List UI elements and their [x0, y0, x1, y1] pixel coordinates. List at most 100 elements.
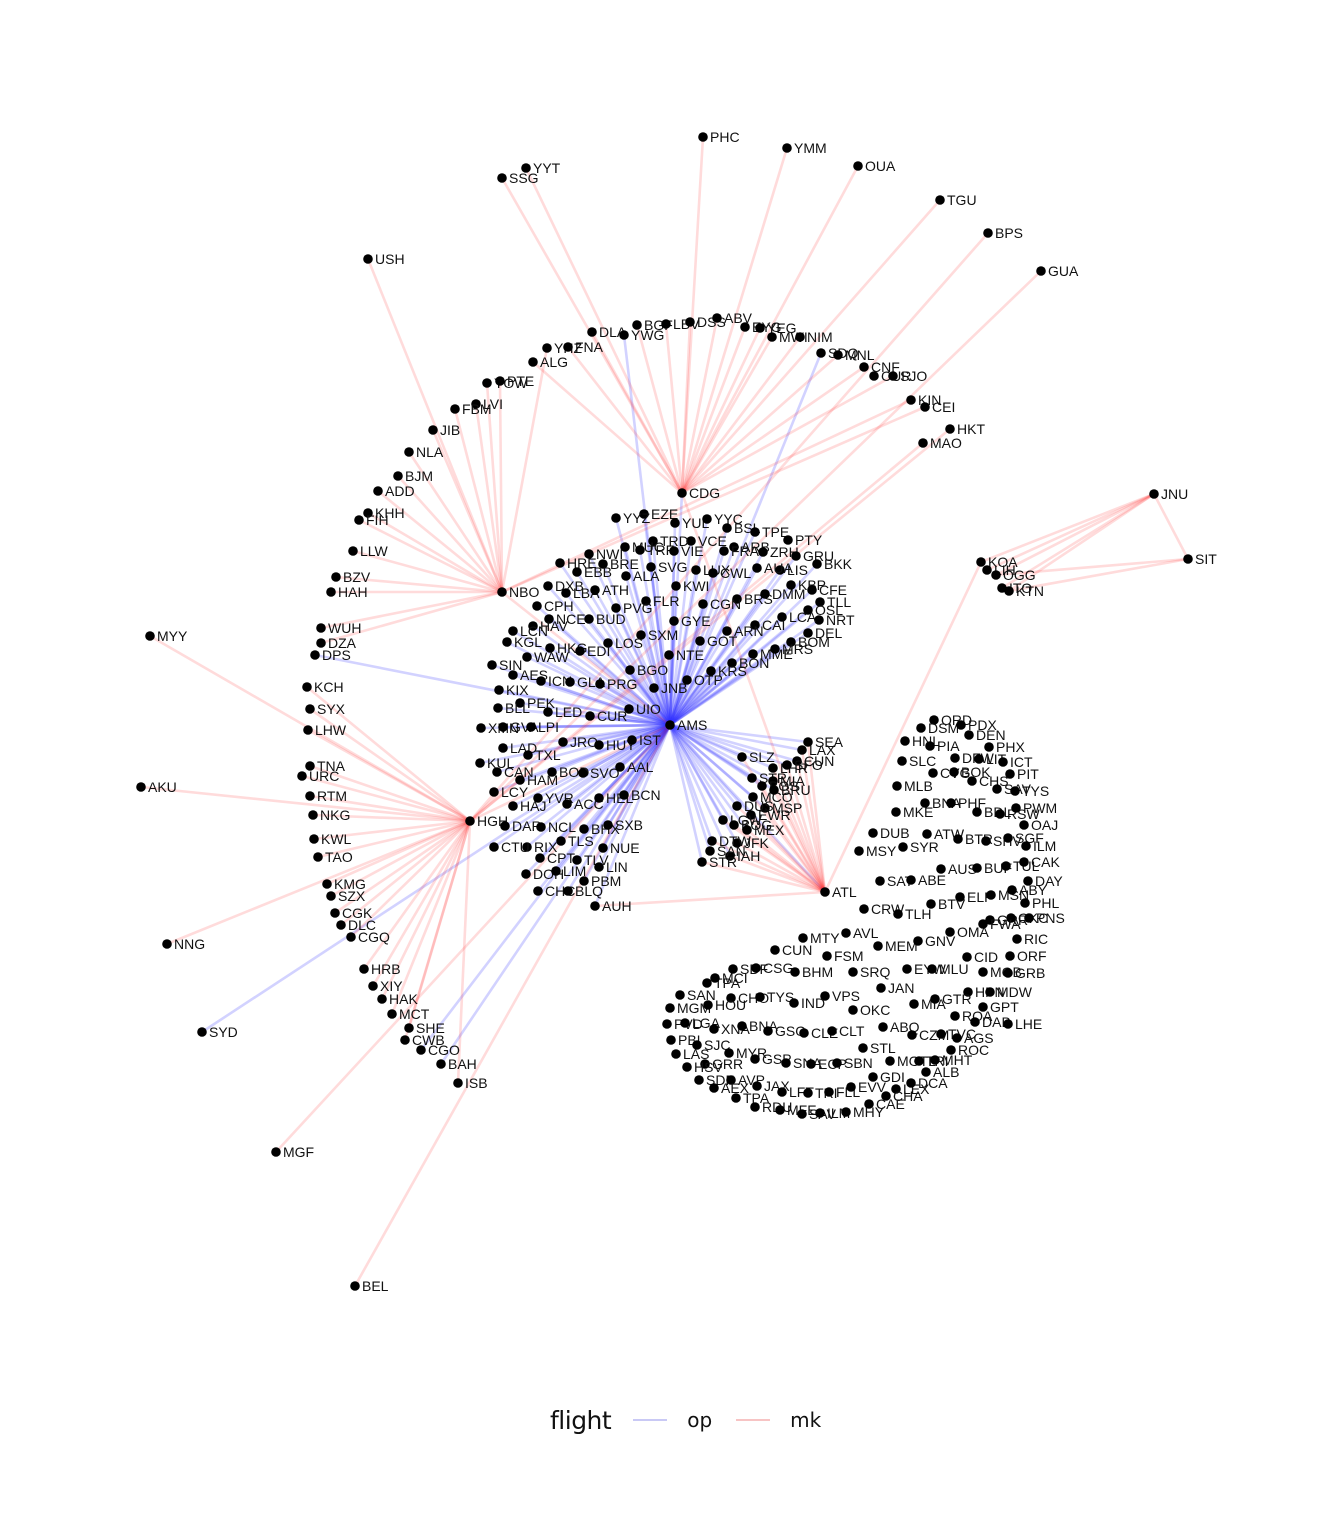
node-label-del: DEL	[815, 625, 842, 641]
node-label-cwl: CWL	[720, 565, 751, 581]
node-dot-mco	[748, 792, 758, 802]
node-label-fna: FNA	[575, 339, 604, 355]
node-mrs: MRS	[770, 641, 813, 657]
node-syd: SYD	[197, 1024, 238, 1040]
edge-op-ams-pbm	[582, 723, 672, 883]
node-dot-slz	[737, 752, 747, 762]
node-dot-mgtl	[885, 1056, 895, 1066]
node-label-jfk: JFK	[744, 835, 770, 851]
node-label-hre: HRE	[567, 555, 597, 571]
node-dot-cak	[1019, 857, 1029, 867]
node-dot-gsp	[750, 1054, 760, 1064]
edge-op-ams-lim	[554, 723, 672, 873]
edge-op-ams-nwi	[587, 552, 672, 727]
node-dot-eze	[639, 509, 649, 519]
node-dot-cae	[864, 1099, 874, 1109]
node-syr: SYR	[898, 839, 939, 855]
node-dot-lft	[777, 1087, 787, 1097]
edge-op-ams-lax	[668, 723, 804, 752]
node-dot-rtm	[305, 791, 315, 801]
node-label-den: DEN	[976, 727, 1006, 743]
node-lhe: LHE	[1003, 1016, 1042, 1032]
node-ymm: YMM	[782, 140, 827, 156]
node-nng: NNG	[162, 936, 205, 952]
edge-layer	[139, 135, 1190, 1288]
node-hre: HRE	[555, 555, 597, 571]
node-label-sat: SAT	[887, 873, 914, 889]
edge-op-ams-huy	[597, 723, 672, 747]
node-dmm: DMM	[760, 586, 805, 602]
node-dot-dsm	[916, 723, 926, 733]
node-dot-bre	[598, 559, 608, 569]
node-dot-grr	[700, 1059, 710, 1069]
node-mgm: MGM	[665, 1000, 711, 1016]
node-urc: URC	[297, 768, 339, 784]
node-dot-hsv	[682, 1062, 692, 1072]
edge-mk-nbo-pte	[498, 379, 504, 594]
node-dot-sjo	[888, 371, 898, 381]
node-dot-pek	[515, 698, 525, 708]
edge-op-ams-dus	[668, 723, 739, 808]
node-bok: BOK	[949, 764, 991, 780]
node-label-abe: ABE	[918, 872, 946, 888]
node-dot-mrs	[770, 644, 780, 654]
node-dot-cgo	[416, 1045, 426, 1055]
node-dot-hel	[594, 793, 604, 803]
node-yyc: YYC	[702, 511, 743, 527]
node-koa: KOA	[976, 554, 1018, 570]
node-dot-kmg	[322, 879, 332, 889]
node-dot-myy	[145, 631, 155, 641]
node-label-mex: MEX	[754, 822, 785, 838]
node-dot-cwl	[708, 568, 718, 578]
node-label-lvi: LVI	[483, 396, 503, 412]
node-dot-cgk	[330, 908, 340, 918]
node-dot-dab	[970, 1017, 980, 1027]
node-dot-lis	[775, 565, 785, 575]
node-cur: CUR	[585, 708, 627, 724]
node-dot-mex	[742, 825, 752, 835]
node-dot-syd	[197, 1027, 207, 1037]
node-dot-vie	[669, 546, 679, 556]
node-tys2: TYS	[1010, 783, 1049, 799]
node-label-tgu: TGU	[947, 192, 977, 208]
node-svg: SVG	[646, 559, 688, 575]
node-label-cur: CUR	[597, 708, 627, 724]
node-dot-evv	[846, 1082, 856, 1092]
node-dot-haj	[508, 801, 518, 811]
node-dot-pdx	[956, 720, 966, 730]
node-dot-bcn	[619, 790, 629, 800]
node-lax: LAX	[797, 742, 836, 758]
node-dot-arb	[729, 542, 739, 552]
node-dot-cun	[770, 945, 780, 955]
node-label-mao: MAO	[930, 435, 962, 451]
node-dot-bud	[584, 614, 594, 624]
node-dot-brs	[732, 594, 742, 604]
node-label-cha: CHA	[893, 1088, 923, 1104]
node-label-blq: BLQ	[575, 883, 603, 899]
node-dot-sav	[992, 784, 1002, 794]
edge-mk-hgh-kmg	[325, 819, 472, 886]
node-dot-tll	[815, 597, 825, 607]
node-dot-fll	[824, 1087, 834, 1097]
node-dot-rix	[522, 842, 532, 852]
node-label-hah: HAH	[338, 584, 368, 600]
node-dot-gla	[565, 677, 575, 687]
node-label-msn: MSN	[998, 887, 1029, 903]
node-khh: KHH	[363, 505, 405, 521]
node-label-phc: PHC	[710, 129, 740, 145]
edge-mk-atl-msp	[763, 806, 827, 894]
node-dot-prg	[595, 679, 605, 689]
node-label-bru: BRU	[781, 782, 811, 798]
node-san: SAN	[675, 987, 716, 1003]
edge-op-ams-kix	[497, 688, 672, 727]
edge-mk-cdg-oua	[680, 164, 860, 495]
node-label-cgn: CGN	[710, 596, 741, 612]
node-label-cei: CEI	[932, 399, 955, 415]
edge-op-ams-kul	[478, 723, 672, 765]
edge-mk-atl-lax	[800, 748, 827, 894]
node-dot-jro	[558, 737, 568, 747]
node-dot-bos	[757, 781, 767, 791]
node-label-kch: KCH	[314, 679, 344, 695]
node-dot-gso	[763, 1026, 773, 1036]
node-label-lcn: LCN	[520, 623, 548, 639]
